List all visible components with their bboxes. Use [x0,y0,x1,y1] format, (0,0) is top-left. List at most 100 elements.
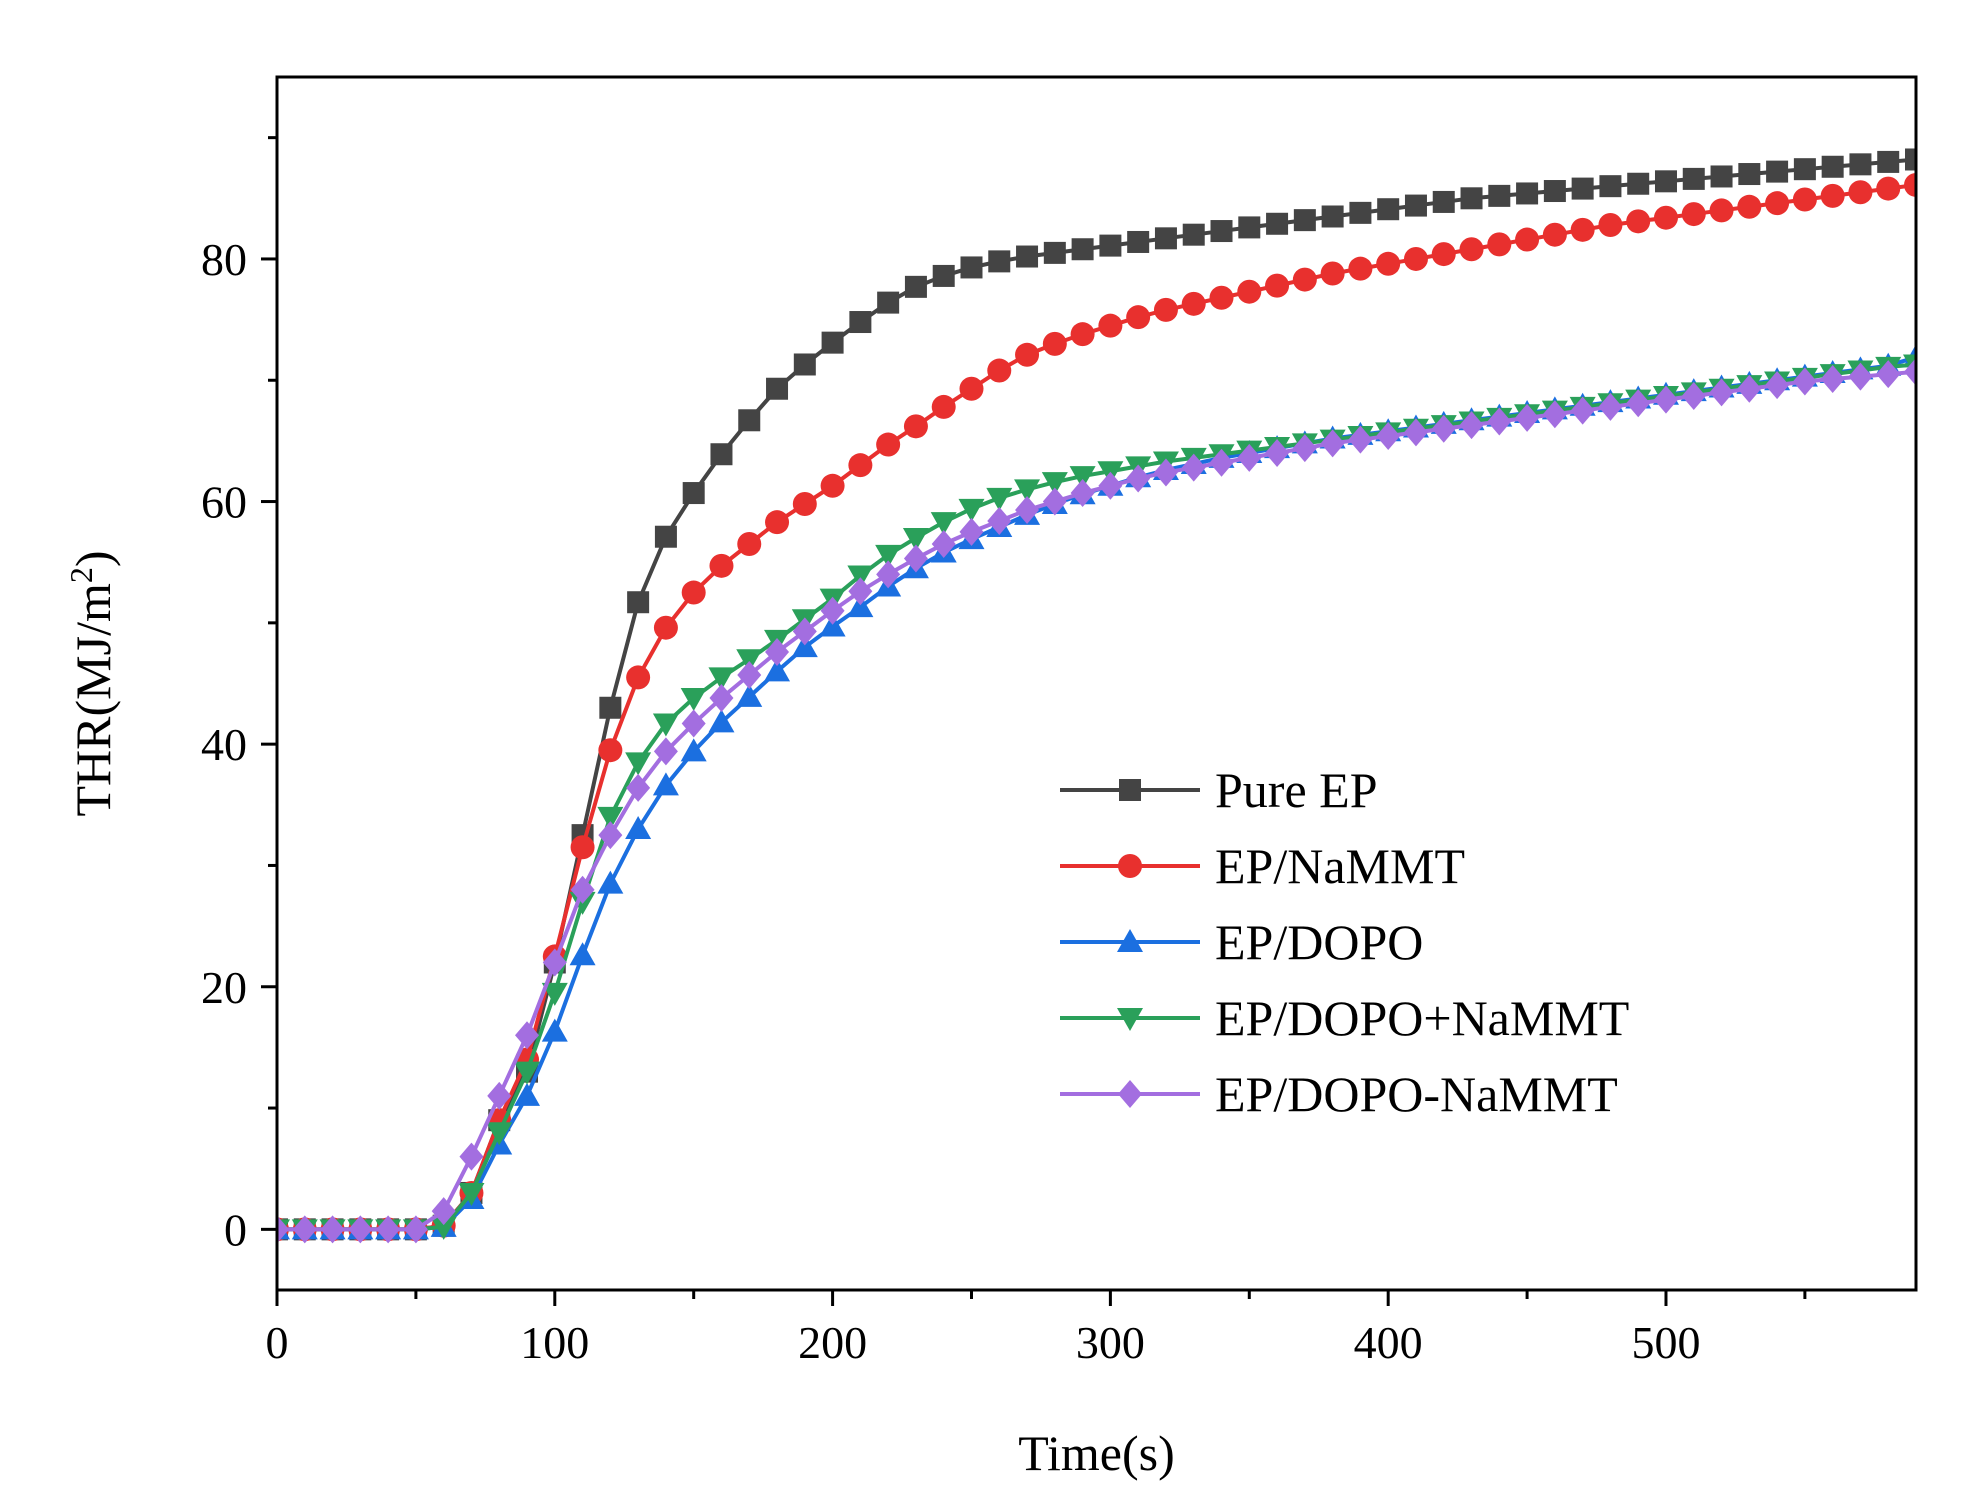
data-point-ep-dopo-nammt [1041,472,1068,496]
legend-marker [1118,1080,1142,1108]
data-point-ep-dopo-nammt [652,713,679,737]
data-point-pure-ep [1043,241,1066,264]
data-point-ep-dopo-nammt [1459,411,1484,440]
ticks-layer: 0 100 200 300 400 500 0 20 40 60 80 [201,136,1807,1368]
data-point-pure-ep [821,331,844,354]
data-point-ep-nammt [681,580,706,605]
data-point-ep-dopo-nammt [597,806,624,830]
data-point-ep-nammt [1320,261,1345,286]
data-point-ep-dopo [764,658,791,682]
data-point-ep-dopo-nammt [737,661,762,690]
data-point-pure-ep [710,443,733,466]
data-point-ep-dopo [680,738,707,762]
data-point-pure-ep [1599,175,1622,198]
data-point-pure-ep [988,250,1011,273]
legend-item-pure-ep: Pure EP [1060,762,1378,818]
data-point-ep-dopo-nammt [792,617,817,646]
data-point-ep-nammt [1403,246,1428,271]
y-tick-label: 60 [201,477,247,528]
data-point-ep-dopo-nammt [1265,439,1290,468]
data-point-pure-ep [1710,165,1733,188]
data-point-ep-dopo-nammt [1376,422,1401,451]
y-tick-label: 20 [201,962,247,1013]
data-point-ep-dopo [819,613,846,637]
data-point-ep-dopo-nammt [1431,414,1456,443]
plot-frame [275,75,1918,1292]
data-point-ep-dopo-nammt [459,1142,484,1171]
data-point-ep-nammt [1070,322,1095,347]
data-point-ep-nammt [1487,232,1512,257]
data-point-pure-ep [849,311,872,334]
data-point-ep-dopo-nammt [431,1197,456,1226]
legend-label: EP/DOPO [1215,914,1423,970]
data-point-ep-dopo [736,683,763,707]
data-point-pure-ep [654,525,677,548]
data-point-ep-nammt [1431,242,1456,267]
data-point-pure-ep [1016,245,1039,268]
data-point-ep-dopo-nammt [1348,425,1373,454]
legend-label: EP/NaMMT [1215,838,1465,894]
data-point-ep-dopo-nammt [903,544,928,573]
data-point-ep-dopo-nammt [1681,382,1706,411]
data-point-pure-ep [1821,155,1844,178]
data-point-ep-dopo-nammt [986,487,1013,511]
data-point-ep-nammt [792,491,817,516]
data-point-ep-nammt [1153,297,1178,322]
data-point-ep-dopo-nammt [930,512,957,536]
data-point-ep-dopo-nammt [292,1215,317,1244]
data-point-ep-dopo-nammt [486,1122,513,1146]
x-tick-label: 500 [1631,1317,1700,1368]
data-point-ep-dopo-nammt [681,709,706,738]
data-point-ep-dopo-nammt [1820,365,1845,394]
data-point-ep-dopo-nammt [1709,378,1734,407]
data-point-ep-dopo [597,870,624,894]
data-point-ep-nammt [1098,313,1123,338]
data-point-pure-ep [1321,205,1344,228]
data-point-ep-dopo-nammt [987,506,1012,535]
data-point-ep-nammt [876,432,901,457]
legend-marker [1117,1008,1143,1031]
y-tick-label: 40 [201,719,247,770]
data-point-pure-ep [793,353,816,376]
data-point-ep-nammt [1653,205,1678,230]
data-point-ep-dopo-nammt [1126,464,1151,493]
data-point-ep-dopo-nammt [1792,367,1817,396]
data-point-ep-dopo-nammt [626,773,651,802]
x-axis-title: Time(s) [1018,1425,1175,1481]
data-point-ep-dopo-nammt [542,948,567,977]
data-point-ep-nammt [1904,172,1916,197]
data-point-ep-dopo-nammt [1014,479,1041,503]
data-point-ep-dopo-nammt [348,1215,373,1244]
data-point-pure-ep [1571,177,1594,200]
y-tick-label: 0 [224,1204,247,1255]
data-point-ep-dopo-nammt [847,565,874,589]
data-point-pure-ep [1627,172,1650,195]
data-point-ep-dopo-nammt [708,667,735,691]
data-point-ep-dopo-nammt [1765,371,1790,400]
data-point-ep-nammt [653,615,678,640]
data-point-ep-dopo [847,594,874,618]
data-point-ep-nammt [1015,342,1040,367]
data-point-ep-nammt [1292,267,1317,292]
data-point-ep-dopo-nammt [653,737,678,766]
data-point-ep-dopo-nammt [875,544,902,568]
data-point-ep-nammt [1237,279,1262,304]
data-point-ep-nammt [1876,176,1901,201]
data-point-pure-ep [1071,238,1094,261]
data-point-pure-ep [1877,150,1900,173]
data-point-ep-nammt [1348,256,1373,281]
legend-item-ep-dopo-nammt: EP/DOPO+NaMMT [1060,990,1629,1046]
data-point-ep-dopo [625,816,652,840]
x-tick-label: 300 [1076,1317,1145,1368]
data-point-ep-nammt [1542,222,1567,247]
data-point-ep-dopo-nammt [1570,396,1595,425]
data-point-ep-dopo-nammt [1292,434,1317,463]
data-point-ep-nammt [1126,305,1151,330]
data-point-ep-dopo-nammt [1904,357,1916,386]
data-point-pure-ep [627,591,650,614]
data-point-pure-ep [1293,209,1316,232]
data-point-ep-dopo-nammt [1737,374,1762,403]
data-point-ep-dopo-nammt [958,498,985,522]
data-point-pure-ep [682,482,705,505]
